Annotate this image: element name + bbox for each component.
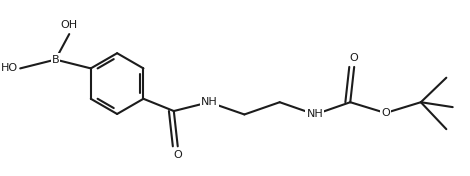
Text: B: B — [52, 55, 59, 65]
Text: O: O — [381, 108, 390, 118]
Text: NH: NH — [201, 97, 218, 107]
Text: O: O — [350, 53, 359, 63]
Text: HO: HO — [0, 63, 18, 73]
Text: O: O — [173, 150, 182, 160]
Text: OH: OH — [61, 20, 78, 30]
Text: NH: NH — [306, 109, 323, 120]
